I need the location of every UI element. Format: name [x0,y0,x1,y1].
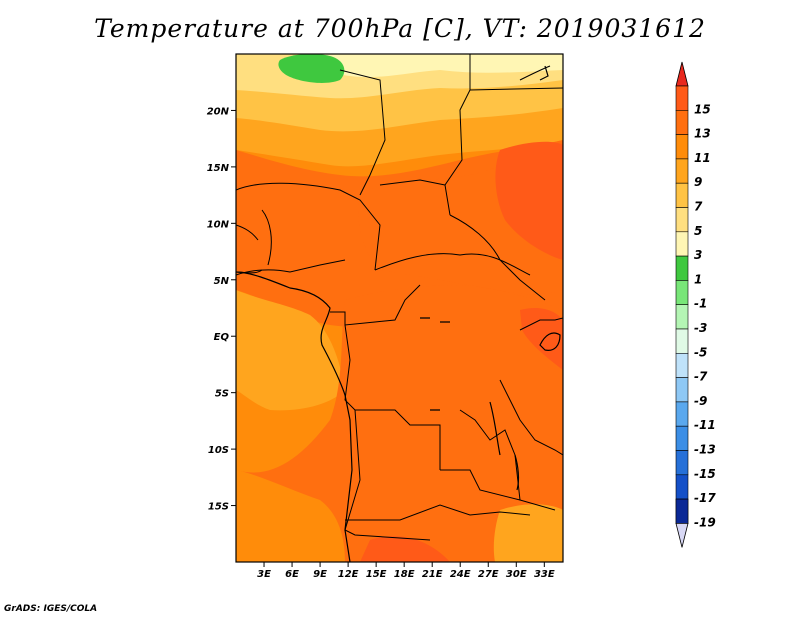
credit-label: GrADS: IGES/COLA [4,604,98,614]
colorbar-label: 11 [694,151,711,165]
lat-tick-label: 15N [207,163,230,174]
colorbar-swatch [675,352,689,378]
colorbar-label: -1 [694,297,707,311]
colorbar-label: 1 [694,272,702,286]
colorbar-label: 5 [694,224,702,238]
colorbar-label: -17 [694,491,716,505]
colorbar-swatch [675,401,689,427]
plot-frame [235,53,564,563]
colorbar-swatch [675,255,689,281]
colorbar-swatch [675,158,689,184]
colorbar-swatch [675,85,689,111]
lon-tick-label: 30E [506,569,527,580]
colorbar-top-arrow [675,61,689,87]
lat-tick-label: 10S [208,445,229,456]
latitude-ticks: 20N 15N 10N 5N EQ 5S 10S 15S [207,106,236,513]
lon-tick-label: 9E [313,569,327,580]
lat-tick-label: 10N [207,219,230,230]
lon-tick-label: 21E [422,569,443,580]
colorbar-swatch [675,304,689,330]
colorbar: 15 13 11 9 7 5 3 1 -1 -3 -5 -7 -9 -11 -13 -15 -17 -19 [675,61,716,548]
lon-tick-label: 24E [450,569,471,580]
colorbar-label: -19 [694,515,716,529]
colorbar-swatch [675,328,689,354]
lon-tick-label: 12E [338,569,359,580]
lat-tick-label: 5N [214,276,230,287]
colorbar-swatch [675,377,689,403]
colorbar-swatch [675,134,689,160]
lon-tick-label: 6E [285,569,299,580]
colorbar-swatch [675,425,689,451]
lon-tick-label: 27E [478,569,499,580]
colorbar-label: -15 [694,467,716,481]
colorbar-bottom-arrow [675,523,689,548]
colorbar-swatch [675,498,689,524]
colorbar-label: -5 [694,345,707,359]
colorbar-label: 3 [694,248,702,262]
colorbar-label: -9 [694,394,707,408]
colorbar-label: -11 [694,418,716,432]
lon-tick-label: 15E [366,569,387,580]
colorbar-label: -13 [694,443,716,457]
colorbar-label: 9 [694,175,702,189]
longitude-ticks: 3E 6E 9E 12E 15E 18E 21E 24E 27E 30E 33E [257,562,555,580]
lon-tick-label: 3E [257,569,271,580]
lat-tick-label: EQ [214,332,230,343]
lon-tick-label: 18E [394,569,415,580]
colorbar-swatch [675,231,689,257]
lon-tick-label: 33E [534,569,555,580]
colorbar-swatch [675,110,689,135]
colorbar-swatch [675,280,689,305]
colorbar-label: -7 [694,370,708,384]
coastline [236,65,561,562]
temperature-field [236,54,563,562]
colorbar-label: -3 [694,321,707,335]
colorbar-swatch [675,450,689,476]
country-borders [236,54,563,541]
colorbar-label: 7 [694,200,703,214]
lat-tick-label: 20N [207,106,230,117]
map-title: Temperature at 700hPa [C], VT: 201903161… [94,14,706,43]
colorbar-label: 13 [694,127,711,141]
colorbar-swatch [675,182,689,208]
lat-tick-label: 15S [208,502,229,513]
lat-tick-label: 5S [215,389,229,400]
colorbar-swatch [675,474,689,500]
colorbar-swatch [675,207,689,233]
colorbar-label: 15 [694,102,711,116]
